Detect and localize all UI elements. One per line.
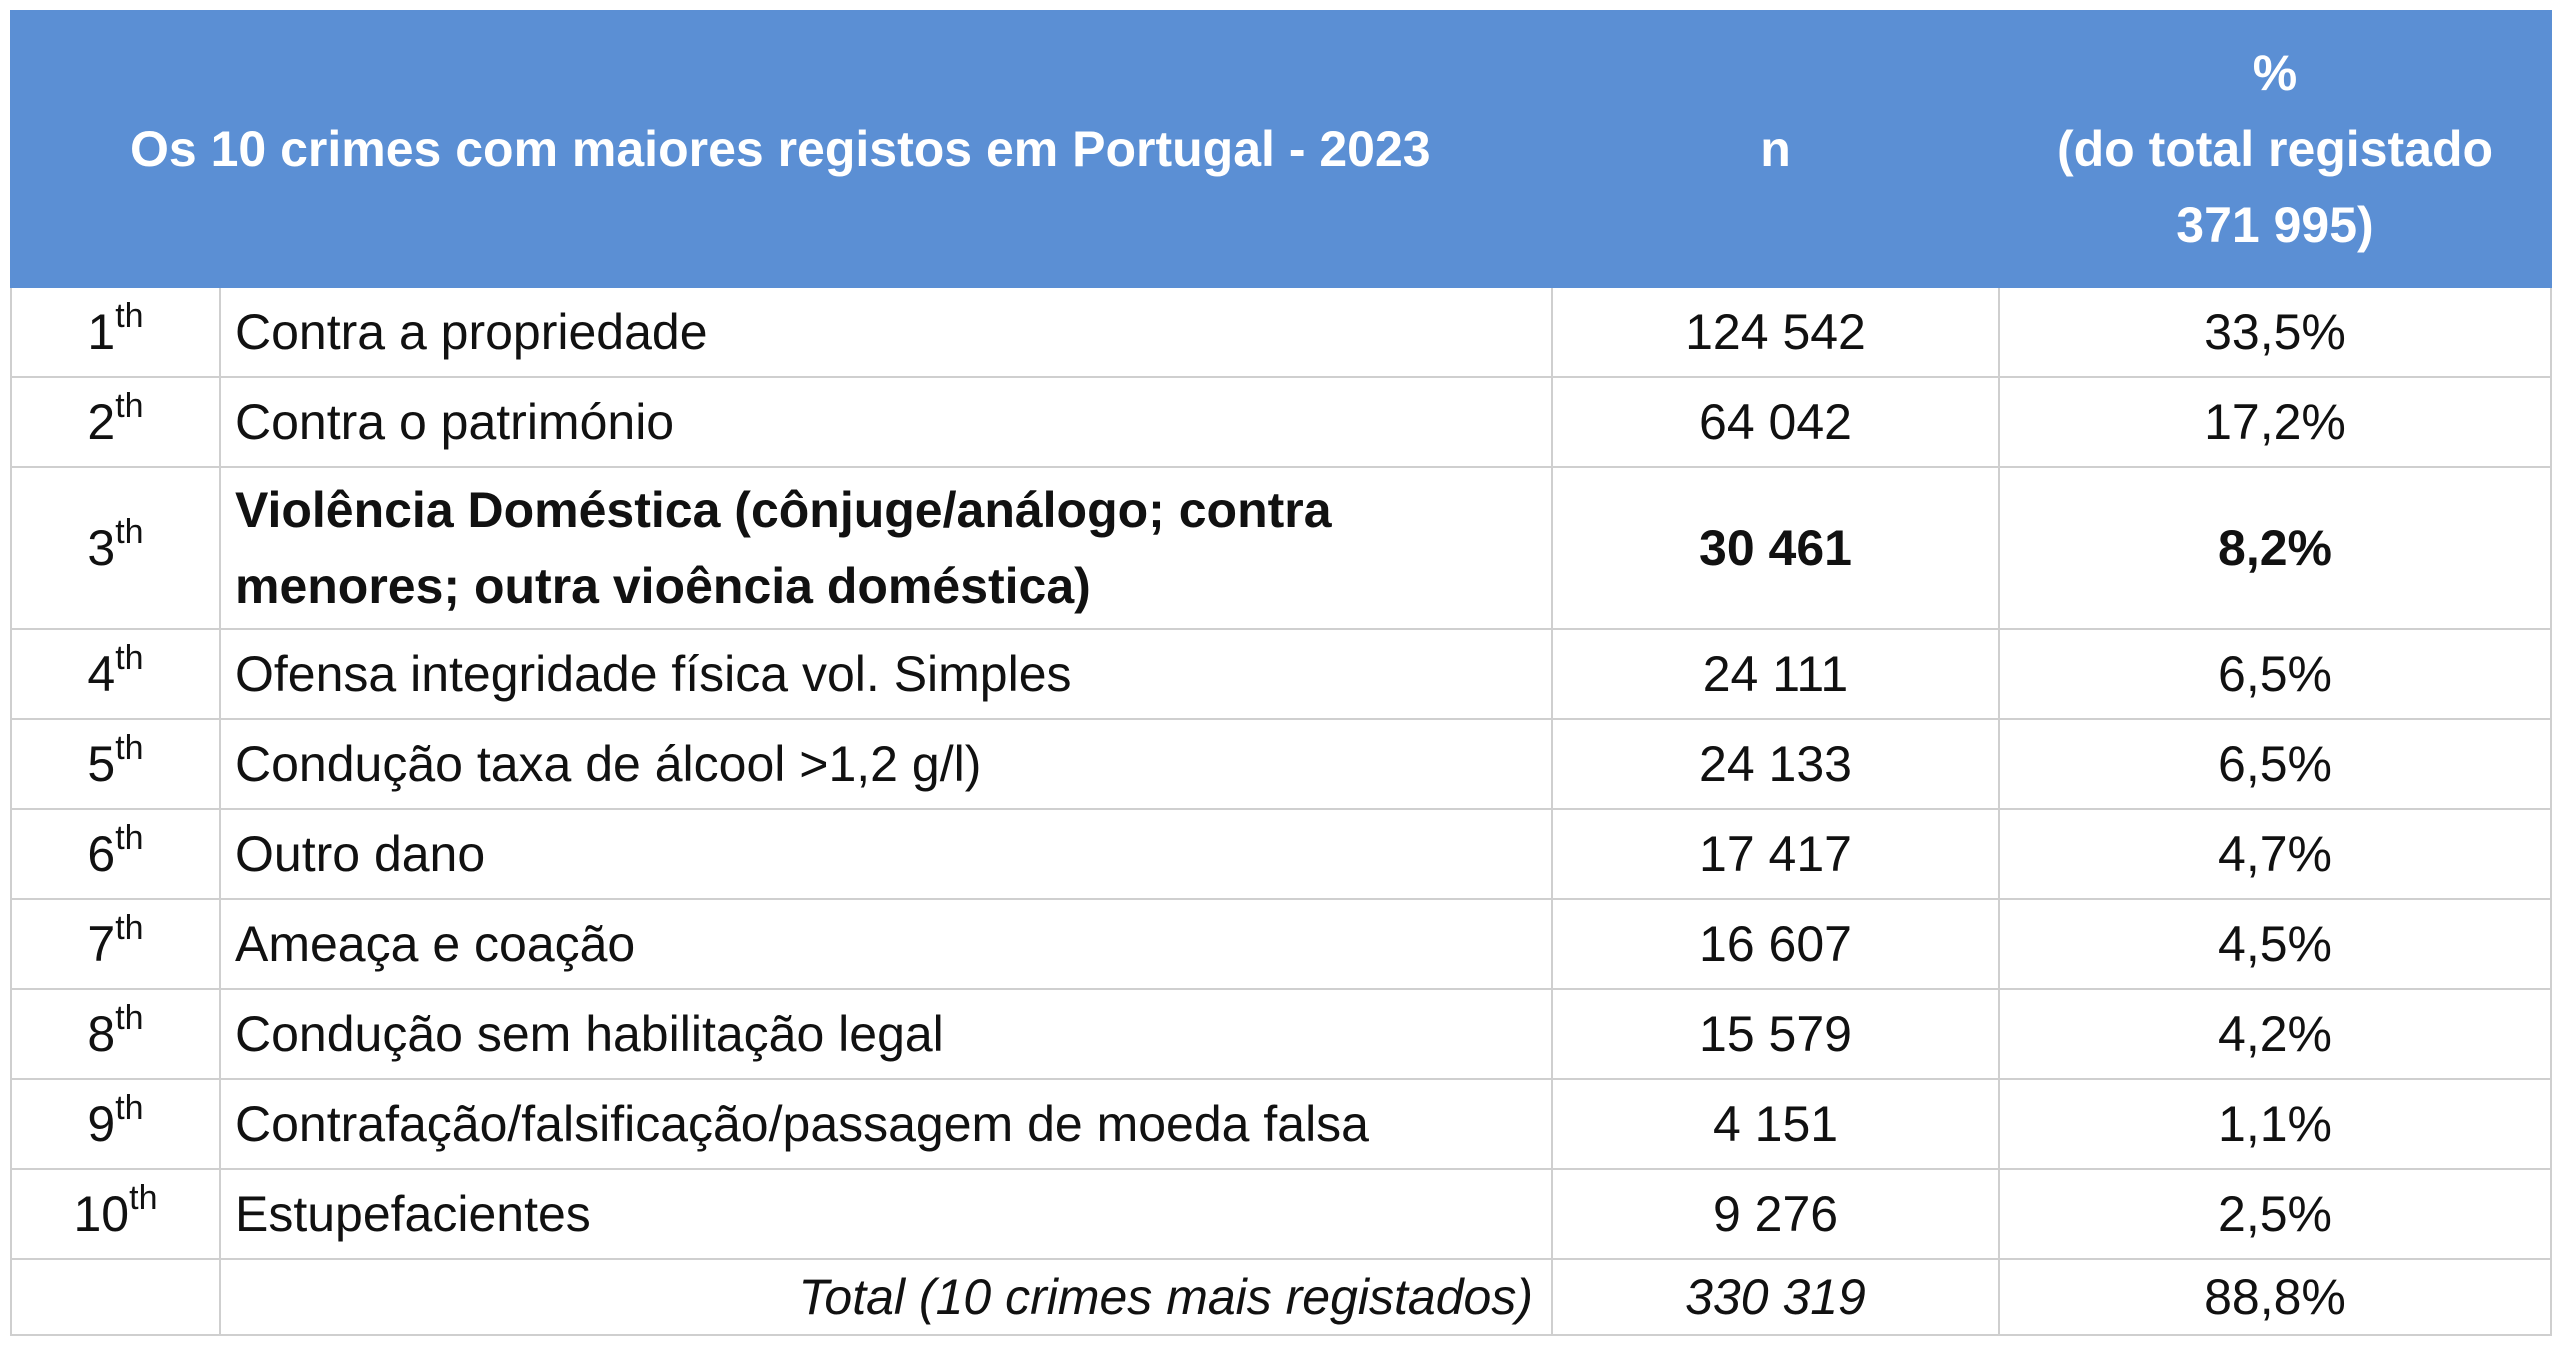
count-cell: 30 461	[1551, 466, 2000, 630]
rank-cell: 3th	[10, 466, 221, 630]
column-header-percent: % (do total registado 371 995)	[1998, 10, 2552, 288]
crime-cell: Condução taxa de álcool >1,2 g/l)	[219, 718, 1553, 810]
percent-cell: 4,5%	[1998, 898, 2552, 990]
table-total-row: Total (10 crimes mais registados) 330 31…	[10, 1258, 2552, 1336]
crime-cell: Violência Doméstica (cônjuge/análogo; co…	[219, 466, 1553, 630]
crime-cell: Contra o património	[219, 376, 1553, 468]
crime-cell: Outro dano	[219, 808, 1553, 900]
table-row: 4th Ofensa integridade física vol. Simpl…	[10, 628, 2552, 720]
percent-cell: 2,5%	[1998, 1168, 2552, 1260]
column-header-n: n	[1551, 10, 2000, 288]
rank-cell: 9th	[10, 1078, 221, 1170]
rank-cell: 5th	[10, 718, 221, 810]
percent-cell: 1,1%	[1998, 1078, 2552, 1170]
crime-cell: Estupefacientes	[219, 1168, 1553, 1260]
table-row: 2th Contra o património 64 042 17,2%	[10, 376, 2552, 468]
percent-cell: 6,5%	[1998, 628, 2552, 720]
count-cell: 124 542	[1551, 286, 2000, 378]
table-row: 7th Ameaça e coação 16 607 4,5%	[10, 898, 2552, 990]
percent-header-line3: 371 995)	[2176, 197, 2374, 253]
rank-cell: 6th	[10, 808, 221, 900]
table-row: 1th Contra a propriedade 124 542 33,5%	[10, 286, 2552, 378]
rank-suffix: th	[115, 1089, 144, 1127]
crimes-table: Os 10 crimes com maiores registos em Por…	[10, 10, 2552, 1336]
count-cell: 15 579	[1551, 988, 2000, 1080]
percent-cell: 6,5%	[1998, 718, 2552, 810]
crime-cell: Ofensa integridade física vol. Simples	[219, 628, 1553, 720]
percent-cell: 17,2%	[1998, 376, 2552, 468]
table-row-highlighted: 3th Violência Doméstica (cônjuge/análogo…	[10, 466, 2552, 630]
crime-cell: Contra a propriedade	[219, 286, 1553, 378]
crime-cell: Ameaça e coação	[219, 898, 1553, 990]
table-title: Os 10 crimes com maiores registos em Por…	[10, 10, 1553, 288]
rank-cell: 7th	[10, 898, 221, 990]
rank-number: 7	[87, 916, 116, 972]
rank-suffix: th	[129, 1179, 158, 1217]
rank-suffix: th	[115, 909, 144, 947]
rank-cell: 2th	[10, 376, 221, 468]
count-cell: 9 276	[1551, 1168, 2000, 1260]
table-row: 5th Condução taxa de álcool >1,2 g/l) 24…	[10, 718, 2552, 810]
rank-number: 1	[87, 304, 116, 360]
rank-suffix: th	[115, 297, 144, 335]
rank-suffix: th	[115, 999, 144, 1037]
rank-number: 10	[73, 1186, 130, 1242]
count-cell: 24 133	[1551, 718, 2000, 810]
table-row: 8th Condução sem habilitação legal 15 57…	[10, 988, 2552, 1080]
percent-cell: 33,5%	[1998, 286, 2552, 378]
percent-header-line2: (do total registado	[2056, 121, 2494, 177]
total-label: Total (10 crimes mais registados)	[219, 1258, 1553, 1336]
count-cell: 4 151	[1551, 1078, 2000, 1170]
rank-number: 3	[87, 520, 116, 576]
percent-header-symbol: %	[2252, 45, 2298, 101]
rank-suffix: th	[115, 819, 144, 857]
crime-line-2: menores; outra vioência doméstica)	[235, 558, 1091, 614]
count-cell: 17 417	[1551, 808, 2000, 900]
rank-cell: 4th	[10, 628, 221, 720]
rank-number: 6	[87, 826, 116, 882]
table-header-row: Os 10 crimes com maiores registos em Por…	[10, 10, 2552, 288]
percent-cell: 4,2%	[1998, 988, 2552, 1080]
percent-cell: 4,7%	[1998, 808, 2552, 900]
rank-number: 4	[87, 646, 116, 702]
count-cell: 64 042	[1551, 376, 2000, 468]
rank-cell: 8th	[10, 988, 221, 1080]
crime-line-1: Violência Doméstica (cônjuge/análogo; co…	[235, 482, 1332, 538]
rank-number: 5	[87, 736, 116, 792]
rank-suffix: th	[115, 387, 144, 425]
rank-cell: 10th	[10, 1168, 221, 1260]
total-percent-cell: 88,8%	[1998, 1258, 2552, 1336]
rank-cell: 1th	[10, 286, 221, 378]
empty-rank-cell	[10, 1258, 221, 1336]
table-row: 10th Estupefacientes 9 276 2,5%	[10, 1168, 2552, 1260]
rank-number: 2	[87, 394, 116, 450]
table-row: 6th Outro dano 17 417 4,7%	[10, 808, 2552, 900]
rank-number: 9	[87, 1096, 116, 1152]
table-row: 9th Contrafação/falsificação/passagem de…	[10, 1078, 2552, 1170]
crime-cell: Contrafação/falsificação/passagem de moe…	[219, 1078, 1553, 1170]
total-count-cell: 330 319	[1551, 1258, 2000, 1336]
count-cell: 24 111	[1551, 628, 2000, 720]
percent-cell: 8,2%	[1998, 466, 2552, 630]
rank-suffix: th	[115, 513, 144, 551]
rank-suffix: th	[115, 639, 144, 677]
count-cell: 16 607	[1551, 898, 2000, 990]
rank-suffix: th	[115, 729, 144, 767]
crime-cell: Condução sem habilitação legal	[219, 988, 1553, 1080]
rank-number: 8	[87, 1006, 116, 1062]
